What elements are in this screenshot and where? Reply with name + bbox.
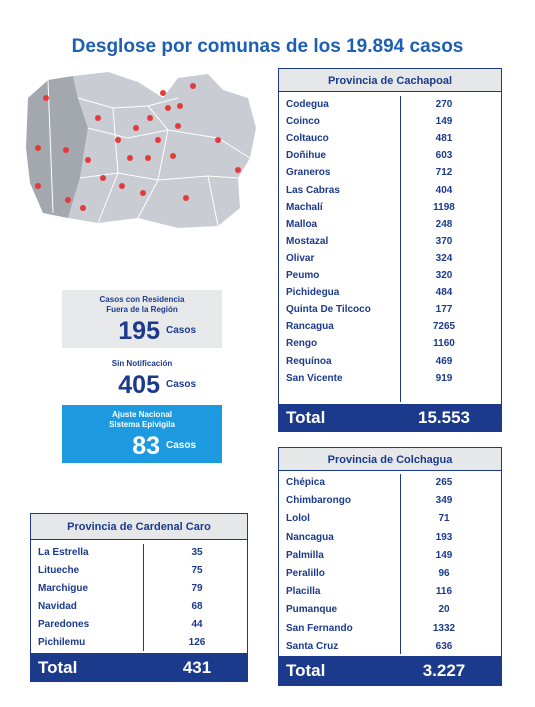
- total-value: 3.227: [422, 661, 466, 680]
- row-value: 404: [435, 184, 453, 196]
- total-bar: [278, 656, 502, 686]
- row-name: Pichilemu: [38, 637, 86, 648]
- total-value: 431: [182, 658, 212, 677]
- row-value: 481: [435, 133, 453, 145]
- row-value: 116: [435, 586, 453, 598]
- row-value: 469: [435, 355, 453, 367]
- row-value: 636: [435, 640, 453, 652]
- row-name: Doñihue: [286, 150, 326, 162]
- row-name: Las Cabras: [286, 184, 340, 196]
- row-name: Chépica: [286, 477, 325, 488]
- box-label: Casos con Residencia: [99, 295, 185, 304]
- info-box: [62, 354, 222, 399]
- row-name: Pumanque: [286, 604, 338, 616]
- row-name: San Fernando: [286, 622, 353, 634]
- row-value: 96: [438, 568, 450, 579]
- row-value: 370: [435, 235, 453, 247]
- title: Desglose por comunas de los 19.894 casos: [71, 36, 464, 57]
- map: [26, 72, 256, 228]
- info-box: [62, 405, 222, 463]
- row-value: 177: [435, 304, 453, 316]
- row-name: San Vicente: [286, 372, 343, 384]
- row-value: 349: [435, 495, 453, 507]
- row-name: Malloa: [286, 218, 318, 230]
- column-divider: [400, 474, 401, 654]
- row-name: Placilla: [286, 586, 321, 598]
- row-value: 149: [435, 549, 453, 561]
- box-value: 195: [118, 317, 160, 345]
- row-name: Navidad: [38, 601, 77, 612]
- row-name: Mostazal: [286, 235, 329, 247]
- row-name: Requínoa: [286, 355, 332, 367]
- row-value: 7265: [432, 321, 456, 333]
- row-value: 1198: [433, 201, 455, 213]
- row-value: 68: [191, 601, 203, 612]
- row-name: Chimbarongo: [286, 495, 351, 507]
- row-value: 248: [435, 218, 453, 230]
- total-bar: [30, 653, 248, 682]
- box-value: 405: [118, 371, 160, 399]
- table-header: Provincia de Colchagua: [278, 447, 502, 471]
- row-value: 270: [435, 99, 453, 110]
- row-value: 1160: [433, 338, 455, 350]
- box-label: Sistema Epivigila: [109, 420, 175, 429]
- row-name: Paredones: [38, 619, 90, 630]
- table-header: Provincia de Cachapoal: [278, 68, 502, 92]
- total-label: Total: [38, 658, 78, 677]
- box-unit: Casos: [166, 325, 197, 336]
- row-name: Peumo: [286, 270, 320, 281]
- row-value: 484: [435, 287, 453, 299]
- row-value: 75: [191, 565, 203, 576]
- row-name: Codegua: [286, 99, 329, 110]
- row-name: Machalí: [286, 201, 323, 213]
- box-label: Ajuste Nacional: [111, 410, 172, 419]
- column-divider: [400, 96, 401, 402]
- row-name: Lolol: [286, 513, 310, 525]
- total-label: Total: [286, 408, 326, 427]
- row-value: 126: [188, 637, 206, 648]
- box-label: Fuera de la Región: [106, 305, 178, 314]
- box-value: 83: [132, 432, 160, 460]
- box-label: Sin Notificación: [111, 359, 173, 368]
- row-value: 324: [435, 252, 453, 264]
- row-name: Litueche: [38, 565, 80, 576]
- row-value: 919: [435, 372, 453, 384]
- row-name: Peralillo: [286, 568, 325, 579]
- row-value: 320: [435, 270, 453, 281]
- row-value: 35: [191, 547, 203, 558]
- row-value: 603: [435, 150, 453, 162]
- row-name: Santa Cruz: [286, 640, 339, 652]
- row-value: 79: [191, 583, 203, 594]
- total-value: 15.553: [418, 408, 470, 427]
- row-name: Rengo: [286, 338, 318, 350]
- row-value: 71: [438, 513, 450, 525]
- row-value: 265: [435, 477, 453, 488]
- box-unit: Casos: [166, 379, 197, 390]
- row-name: Pichidegua: [286, 287, 340, 299]
- row-name: Palmilla: [286, 549, 324, 561]
- row-value: 149: [435, 116, 453, 128]
- column-divider: [143, 544, 144, 651]
- row-value: 44: [191, 619, 203, 630]
- row-value: 193: [435, 531, 453, 543]
- total-bar: [278, 404, 502, 432]
- row-name: Coltauco: [286, 133, 329, 145]
- box-unit: Casos: [166, 440, 197, 451]
- row-value: 1332: [432, 622, 456, 634]
- row-name: Quinta De Tilcoco: [286, 304, 371, 316]
- total-label: Total: [286, 661, 326, 680]
- table-header: Provincia de Cardenal Caro: [30, 513, 248, 540]
- row-name: Nancagua: [286, 531, 334, 543]
- info-box: [62, 290, 222, 348]
- row-name: Coinco: [286, 116, 320, 128]
- row-name: Olivar: [286, 252, 315, 264]
- row-name: Rancagua: [286, 321, 334, 333]
- row-value: 20: [438, 604, 450, 616]
- row-name: Marchigue: [38, 583, 89, 594]
- row-value: 712: [435, 167, 453, 179]
- row-name: La Estrella: [38, 547, 89, 558]
- row-name: Graneros: [286, 167, 331, 179]
